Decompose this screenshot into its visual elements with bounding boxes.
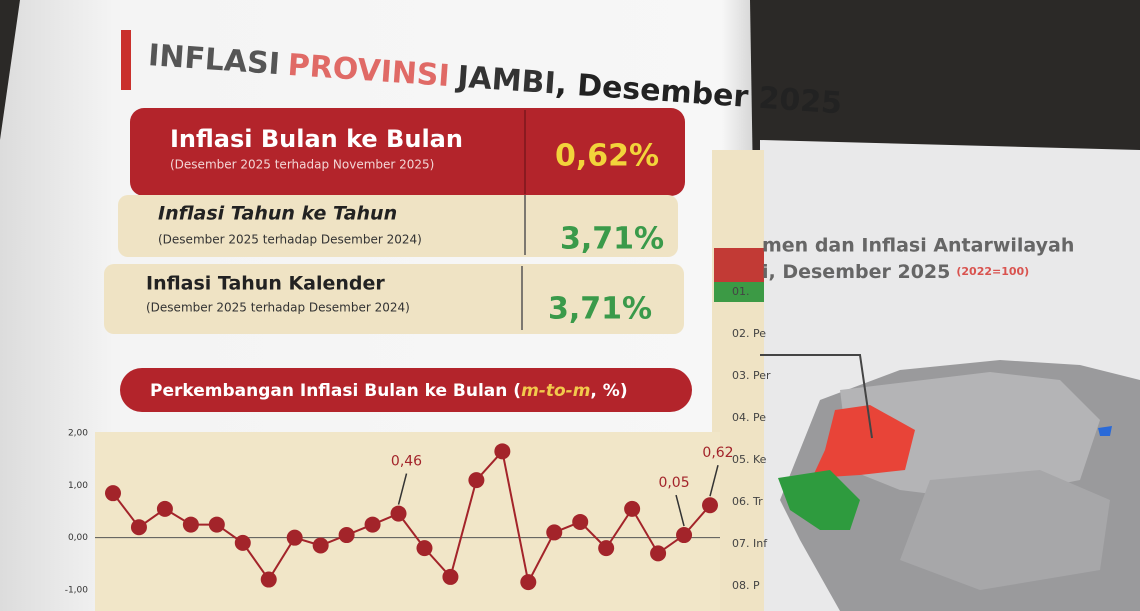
point	[105, 485, 121, 502]
map-pointer	[760, 354, 873, 439]
point	[156, 500, 173, 517]
right-title-part: i, Desember 2025	[762, 261, 950, 283]
title-accent	[121, 30, 131, 90]
point	[598, 540, 615, 557]
list-item: 01.	[732, 285, 750, 298]
box-value: 3,71%	[560, 222, 664, 257]
map-region-green	[778, 470, 860, 530]
point	[364, 516, 381, 533]
point	[208, 516, 225, 533]
y-tick-label: -1,00	[65, 586, 89, 596]
point	[338, 527, 355, 544]
next-column-list: 01. 02. Pe 03. Per 04. Pe 05. Ke 06. Tr 07. In…	[732, 285, 771, 592]
point	[650, 545, 667, 562]
title-part: JAMBI	[454, 59, 556, 101]
list-item: 07. Inf	[732, 537, 768, 550]
point	[520, 574, 537, 591]
label-leader	[397, 473, 408, 505]
list-item: 05. Ke	[732, 453, 767, 466]
box	[104, 264, 684, 334]
point	[546, 524, 563, 541]
box-sub: (Desember 2025 terhadap Desember 2024)	[146, 301, 410, 315]
box-label: Inflasi Tahun Kalender	[146, 273, 385, 295]
next-column-row	[714, 282, 764, 302]
box-label: Inflasi Bulan ke Bulan	[170, 125, 463, 153]
box-label: Inflasi Tahun ke Tahun	[158, 203, 397, 225]
point	[312, 537, 329, 554]
point	[494, 443, 511, 460]
plot-area	[95, 432, 720, 611]
chart-title-part: Perkembangan Inflasi Bulan ke Bulan (	[150, 381, 521, 401]
data-label: 0,62	[702, 445, 733, 461]
point	[572, 513, 589, 530]
y-tick-label: 0,00	[68, 533, 88, 543]
chart-title: Perkembangan Inflasi Bulan ke Bulan (m-t…	[150, 381, 628, 401]
list-item: 08. P	[732, 579, 760, 592]
point	[468, 472, 485, 489]
box-value: 3,71%	[548, 292, 652, 327]
point	[442, 568, 459, 585]
chart-title-part: m-to-m	[521, 381, 590, 401]
point	[130, 519, 147, 536]
y-tick-label: 2,00	[68, 429, 88, 439]
point	[702, 497, 718, 514]
list-item: 03. Per	[732, 369, 771, 382]
map-region-blue	[1098, 426, 1112, 436]
label-leader	[709, 465, 719, 497]
point	[234, 534, 251, 551]
point	[260, 571, 277, 588]
list-item: 02. Pe	[732, 327, 766, 340]
right-title: i, Desember 2025 (2022=100)	[762, 261, 1029, 283]
right-title: men dan Inflasi Antarwilayah	[762, 235, 1074, 257]
right-title-base: (2022=100)	[956, 265, 1029, 278]
y-tick-label: 1,00	[68, 481, 88, 491]
point	[676, 527, 693, 544]
point	[624, 500, 641, 517]
box-value: 0,62%	[555, 139, 659, 174]
chart-title-pill	[120, 368, 692, 412]
list-item: 04. Pe	[732, 411, 766, 424]
box-sub: (Desember 2025 terhadap Desember 2024)	[158, 233, 422, 247]
box-sub: (Desember 2025 terhadap November 2025)	[170, 158, 434, 172]
data-label: 0,46	[391, 454, 422, 470]
chart-title-part: , %)	[590, 381, 627, 401]
label-leader	[675, 494, 685, 527]
next-column	[712, 150, 764, 611]
map-region-red	[812, 405, 915, 478]
point	[390, 505, 407, 522]
box	[118, 195, 678, 257]
point	[286, 529, 303, 546]
map-region	[900, 470, 1110, 590]
list-item: 06. Tr	[732, 495, 763, 508]
data-label: 0,05	[658, 475, 689, 491]
box	[130, 108, 685, 196]
next-column-header	[714, 248, 764, 288]
point	[182, 516, 199, 533]
point	[416, 540, 433, 557]
